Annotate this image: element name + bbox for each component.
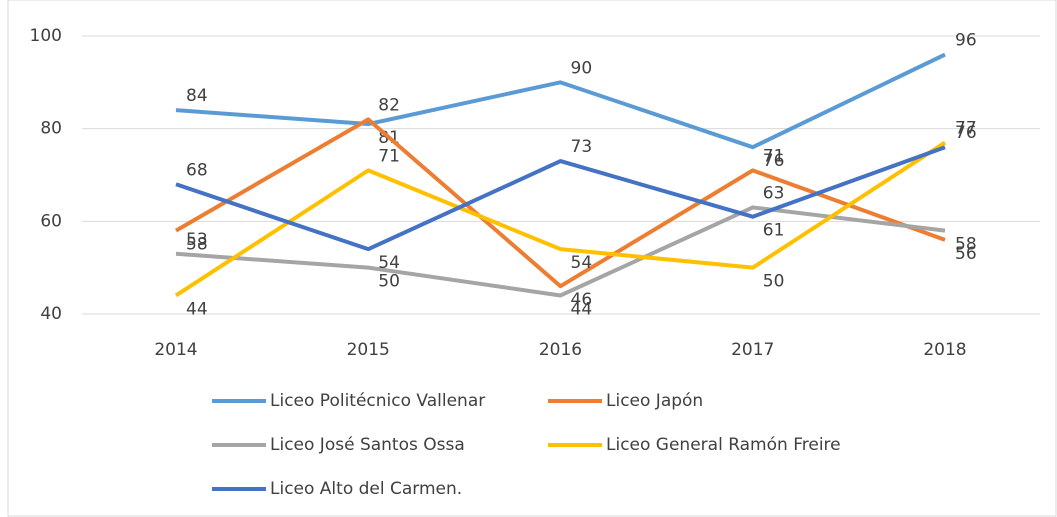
data-label: 84: [186, 86, 208, 106]
data-label: 63: [763, 183, 785, 203]
legend-label: Liceo Alto del Carmen.: [270, 479, 462, 499]
data-label: 71: [378, 146, 400, 166]
y-tick-label: 100: [30, 26, 62, 46]
data-label: 61: [763, 221, 785, 241]
data-label: 77: [955, 119, 977, 139]
data-label: 50: [763, 272, 785, 292]
data-label: 58: [186, 235, 208, 255]
series-line: [174, 140, 947, 298]
data-label: 58: [955, 235, 977, 255]
data-label: 68: [186, 160, 208, 180]
x-tick-label: 2015: [347, 340, 390, 360]
data-label: 73: [571, 137, 593, 157]
data-label: 44: [186, 299, 208, 319]
data-label: 96: [955, 31, 977, 51]
data-label: 44: [571, 299, 593, 319]
data-label: 56: [955, 244, 977, 264]
data-label: 71: [763, 146, 785, 166]
legend-label: Liceo José Santos Ossa: [270, 435, 465, 455]
data-label: 90: [571, 58, 593, 78]
legend-label: Liceo Japón: [606, 391, 703, 411]
y-tick-label: 60: [40, 211, 62, 231]
x-tick-label: 2017: [731, 340, 774, 360]
data-label: 54: [571, 253, 593, 273]
series-line: [175, 52, 946, 150]
data-label: 76: [955, 123, 977, 143]
chart-frame: [7, 0, 1057, 517]
legend-label: Liceo General Ramón Freire: [606, 435, 841, 455]
data-label: 53: [186, 230, 208, 250]
data-label: 82: [378, 95, 400, 115]
series-line: [175, 145, 946, 252]
data-label: 46: [571, 290, 593, 310]
legend-label: Liceo Politécnico Vallenar: [270, 391, 485, 411]
x-tick-label: 2016: [539, 340, 582, 360]
y-tick-label: 80: [40, 119, 62, 139]
x-tick-label: 2018: [923, 340, 966, 360]
data-label: 54: [378, 253, 400, 273]
series-line: [175, 205, 946, 298]
y-tick-label: 40: [40, 304, 62, 324]
data-label: 50: [378, 272, 400, 292]
data-label: 76: [763, 151, 785, 171]
x-tick-label: 2014: [154, 340, 197, 360]
